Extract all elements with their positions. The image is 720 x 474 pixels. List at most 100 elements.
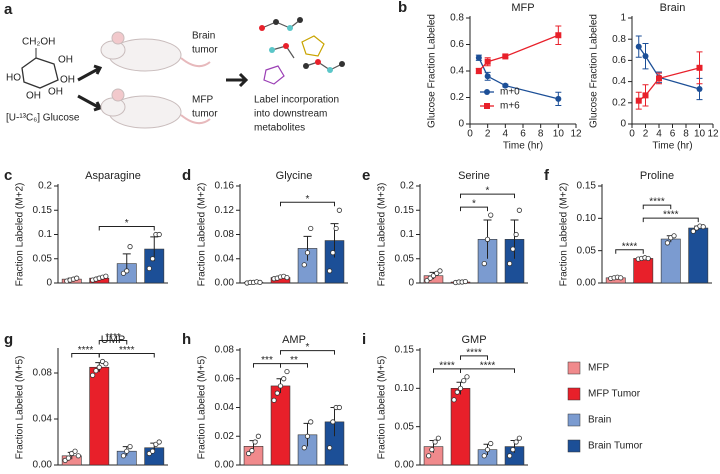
legend-marker [484, 89, 490, 95]
data-point [516, 207, 522, 213]
series-line [478, 34, 559, 72]
data-point [507, 453, 513, 459]
panel-label: h [182, 331, 191, 348]
significance-label: **** [466, 347, 482, 358]
chart-title: Brain [660, 2, 686, 14]
x-tick-label: 2 [485, 129, 491, 140]
y-tick-label: 0.16 [215, 181, 235, 192]
y-axis-label: Glucose Fraction Labeled [427, 14, 438, 128]
y-tick-label: 0 [620, 119, 626, 130]
significance-label: **** [119, 345, 135, 356]
atom: OH [26, 91, 41, 102]
data-point [618, 275, 624, 281]
y-tick-label: 0.12 [215, 205, 235, 216]
y-tick-label: 0.1 [38, 229, 52, 240]
y-tick-label: 0.1 [400, 229, 414, 240]
y-tick-label: 0.15 [395, 205, 415, 216]
data-point [277, 383, 284, 389]
panel-label: i [362, 331, 366, 348]
data-point [127, 443, 133, 450]
y-tick-label: 0.8 [612, 34, 626, 45]
x-tick-label: 6 [520, 129, 526, 140]
y-tick-label: 0.2 [38, 181, 52, 192]
significance-label: * [306, 342, 310, 353]
data-point [281, 376, 287, 382]
bar [633, 258, 654, 284]
data-point [120, 453, 127, 459]
y-tick-label: 0 [46, 278, 52, 289]
x-tick-label: 8 [538, 129, 544, 140]
legend-label: MFP Tumor [588, 389, 641, 400]
chart-title: Asparagine [85, 170, 141, 182]
y-axis-label: Fraction Labeled (M+2) [15, 183, 26, 287]
data-point [464, 374, 470, 380]
bar [660, 238, 681, 284]
y-tick-label: 0 [408, 278, 414, 289]
y-tick-label: 0.05 [395, 253, 415, 264]
data-point [513, 231, 519, 238]
data-point [429, 447, 435, 453]
data-point [481, 260, 487, 267]
data-point [513, 439, 519, 445]
data-point [426, 453, 432, 459]
significance-bracket [460, 206, 488, 212]
marker [656, 75, 662, 82]
panel-label: a [4, 1, 13, 18]
y-tick-label: 0.04 [33, 414, 53, 425]
significance-bracket [642, 217, 699, 223]
data-point [488, 440, 494, 447]
outcome-label: metabolites [254, 123, 305, 134]
significance-label: *** [261, 355, 273, 366]
legend-marker [484, 103, 490, 109]
marker [502, 53, 509, 60]
data-point [74, 275, 80, 281]
y-tick-label: 0.06 [215, 373, 235, 384]
y-tick-label: 0.15 [577, 181, 597, 192]
data-point [336, 404, 342, 411]
y-tick-label: 0.05 [577, 245, 597, 256]
x-tick-label: 8 [683, 129, 689, 140]
significance-label: * [125, 218, 129, 229]
data-point [327, 445, 333, 451]
data-point [330, 419, 336, 425]
data-point [333, 225, 339, 232]
chart-title: GMP [461, 334, 486, 346]
legend-label: m+0 [500, 87, 520, 98]
data-point [284, 274, 290, 281]
diagram: a CH₂OH OH OH HO OH OH [U-¹³C₆] Glucose … [4, 1, 345, 134]
data-point [484, 447, 491, 453]
mouse-label: Brain [192, 31, 215, 42]
significance-label: * [486, 186, 490, 197]
data-point [488, 212, 494, 218]
data-point [700, 224, 706, 230]
data-point [671, 233, 677, 239]
data-point [284, 368, 290, 375]
significance-label: * [306, 194, 310, 205]
series-line [638, 67, 700, 102]
data-point [150, 448, 156, 454]
x-tick-label: 0 [629, 129, 635, 140]
x-tick-label: 6 [670, 129, 676, 140]
data-point [103, 273, 109, 279]
data-point [274, 390, 280, 396]
y-tick-label: 0.8 [450, 13, 464, 24]
data-point [249, 448, 255, 454]
mouse-label: tumor [192, 109, 218, 120]
y-tick-label: 0.2 [400, 181, 414, 192]
legend-label: Brain [588, 415, 611, 426]
marker [642, 53, 649, 60]
marker [555, 32, 562, 39]
bar [688, 227, 709, 284]
x-tick-label: 4 [503, 129, 509, 140]
y-tick-label: 0.08 [215, 345, 235, 356]
panel-label: c [4, 167, 12, 184]
y-tick-label: 0.4 [450, 66, 464, 77]
data-point [327, 268, 333, 274]
data-point [664, 240, 671, 246]
marker [475, 54, 482, 61]
data-point [103, 361, 109, 367]
marker [484, 73, 491, 80]
data-point [308, 225, 314, 232]
y-axis-label: Fraction Labeled (M+5) [377, 356, 388, 460]
data-point [481, 453, 487, 459]
